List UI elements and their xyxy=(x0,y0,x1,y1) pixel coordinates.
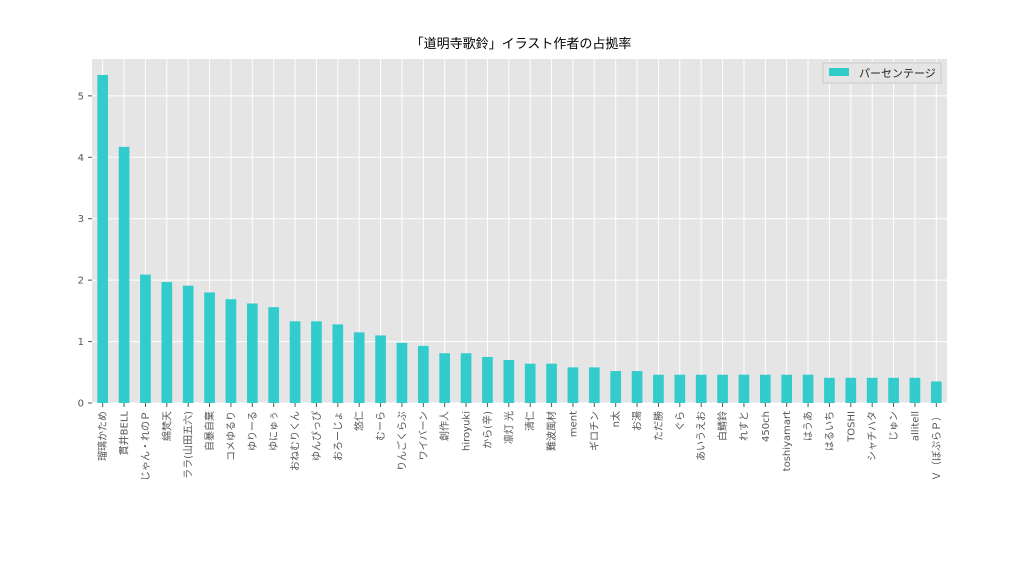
x-tick-label: ゆにゅぅ xyxy=(268,411,280,451)
x-tick-label: TOSHI xyxy=(846,411,857,443)
x-tick-label: れすと xyxy=(738,411,750,441)
bar xyxy=(460,353,472,403)
bar xyxy=(631,371,643,403)
bar xyxy=(353,332,365,403)
bar xyxy=(503,360,515,403)
x-tick-label: ただ勝 xyxy=(652,411,665,441)
bar xyxy=(610,371,622,403)
x-tick-label: あいうえお xyxy=(696,411,708,461)
x-tick-label: allitell xyxy=(910,411,921,441)
legend-box xyxy=(822,62,942,84)
y-axis-ticks: 0 1 2 3 4 5 xyxy=(78,91,92,410)
bar xyxy=(246,303,258,403)
bar xyxy=(332,324,344,403)
bar xyxy=(674,374,686,403)
bar xyxy=(396,342,408,403)
y-tick-label: 5 xyxy=(78,91,84,102)
x-tick-label: ワイバーン xyxy=(418,411,430,460)
bar xyxy=(225,299,237,403)
bar xyxy=(781,374,793,403)
bar xyxy=(417,345,429,403)
x-tick-label: 瑠璃かため xyxy=(96,411,109,461)
x-tick-label: じゅン xyxy=(888,411,900,441)
x-tick-label: シャチハタ xyxy=(867,411,879,461)
bar xyxy=(888,377,899,403)
bar xyxy=(140,274,151,403)
bar xyxy=(97,74,109,403)
y-tick-label: 0 xyxy=(78,399,84,410)
legend-label: パーセンテージ xyxy=(859,67,936,80)
x-tick-label: ゆりーる xyxy=(247,411,259,451)
x-tick-label: 自暴自棄 xyxy=(203,411,216,451)
x-tick-label: Ｖ（ぼぷらＰ） xyxy=(931,411,943,481)
x-tick-label: 難波風材 xyxy=(545,411,558,451)
x-tick-label: ギロチン xyxy=(589,411,601,451)
bar xyxy=(695,374,707,403)
x-tick-label: じゃん・れのＰ xyxy=(140,411,152,481)
bar xyxy=(717,374,728,403)
x-tick-label: おろーじょ xyxy=(332,411,344,461)
bar xyxy=(738,374,750,403)
x-tick-label: ぐら xyxy=(674,411,686,431)
x-tick-label: 清仁 xyxy=(524,411,537,431)
x-tick-label: 創作人 xyxy=(439,411,451,441)
x-tick-label: 450ch xyxy=(761,411,772,442)
bar xyxy=(845,377,857,403)
bar xyxy=(204,292,215,403)
bar xyxy=(268,307,280,403)
x-tick-label: toshiyamart xyxy=(782,411,793,471)
bar xyxy=(653,374,664,403)
bar xyxy=(588,367,600,403)
bar xyxy=(182,285,194,403)
bar xyxy=(759,374,771,403)
bar xyxy=(909,377,921,403)
y-tick-label: 4 xyxy=(78,153,84,164)
chart-title: 「道明寺歌鈴」イラスト作者の占拠率 xyxy=(411,36,632,52)
x-tick-label: ment xyxy=(568,411,579,437)
bar xyxy=(289,321,301,403)
y-tick-label: 3 xyxy=(78,214,84,225)
plot-area xyxy=(92,59,947,403)
bar xyxy=(375,335,386,403)
bar xyxy=(311,321,322,403)
bar xyxy=(439,353,451,403)
legend: パーセンテージ xyxy=(822,62,942,84)
bars xyxy=(97,74,942,404)
bar xyxy=(524,363,536,403)
y-tick-label: 1 xyxy=(78,337,84,348)
x-tick-label: りんごくらぶ xyxy=(395,411,408,471)
bar xyxy=(546,363,557,403)
x-tick-label: hiroyuki xyxy=(462,411,473,451)
x-tick-label: から(辛) xyxy=(481,411,494,449)
bar xyxy=(930,381,942,403)
x-tick-label: 悠仁 xyxy=(353,411,366,431)
x-tick-label: 白鯖鈴 xyxy=(716,411,729,441)
x-tick-label: おねむりくん xyxy=(290,411,302,471)
x-tick-label: ゆんぴっぴ xyxy=(311,411,323,461)
x-tick-label: n太 xyxy=(609,411,622,427)
bar xyxy=(118,146,130,404)
x-tick-label: はるいち xyxy=(824,411,836,451)
legend-swatch xyxy=(829,68,849,76)
x-tick-label: お湯 xyxy=(631,411,644,431)
x-tick-label: 綿梵天 xyxy=(160,411,173,441)
bar xyxy=(482,356,493,403)
bar xyxy=(161,281,173,403)
y-tick-label: 2 xyxy=(78,276,84,287)
bar xyxy=(866,377,878,403)
bar xyxy=(802,374,814,403)
x-tick-label: 凛灯 光 xyxy=(502,411,515,444)
x-tick-label: むーら xyxy=(375,411,387,441)
x-tick-label: ララ(山田五六) xyxy=(183,411,195,479)
x-tick-label: はうあ xyxy=(803,411,815,441)
bar xyxy=(824,377,835,403)
x-axis-ticks: 瑠璃かため 貫井BELL じゃん・れのＰ 綿梵天 ララ(山田五六) 自暴自棄 コメゆるり ゆり… xyxy=(96,403,943,481)
bar xyxy=(567,367,579,403)
x-tick-label: コメゆるり xyxy=(225,411,237,461)
x-tick-label: 貫井BELL xyxy=(118,411,131,456)
